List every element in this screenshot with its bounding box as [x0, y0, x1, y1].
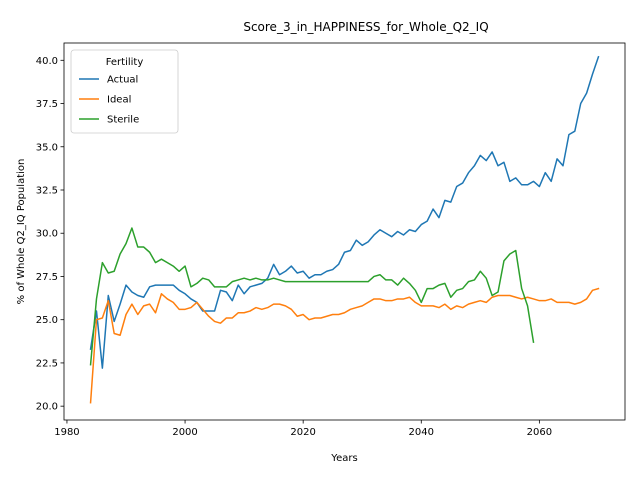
y-tick-label: 22.5	[36, 358, 58, 369]
x-tick-label: 2000	[172, 427, 197, 438]
legend-items: Actual Ideal Sterile	[79, 75, 139, 126]
legend-title: Fertility	[106, 57, 144, 68]
x-tick-label: 2060	[527, 427, 552, 438]
y-tick-label: 30.0	[36, 229, 58, 240]
y-axis: 20.0 22.5 25.0 27.5 30.0 32.5 35.0 37.5 40.0	[36, 56, 64, 413]
y-tick-label: 35.0	[36, 142, 58, 153]
y-tick-label: 37.5	[36, 99, 58, 110]
x-axis: 1980 2000 2020 2040 2060	[54, 420, 552, 438]
legend-label-actual: Actual	[107, 75, 138, 86]
y-tick-label: 27.5	[36, 272, 58, 283]
series-line-sterile	[89, 227, 535, 366]
y-tick-label: 25.0	[36, 315, 58, 326]
x-tick-label: 2040	[409, 427, 434, 438]
y-axis-label: % of Whole Q2_IQ Population	[16, 159, 27, 305]
chart-title: Score_3_in_HAPPINESS_for_Whole_Q2_IQ	[243, 20, 488, 34]
series-layer	[89, 55, 600, 404]
series-line-actual	[89, 55, 600, 369]
series-line-ideal	[89, 287, 600, 404]
x-axis-label: Years	[330, 453, 357, 464]
y-tick-label: 32.5	[36, 185, 58, 196]
x-tick-label: 2020	[290, 427, 315, 438]
legend-label-sterile: Sterile	[107, 115, 139, 126]
x-tick-label: 1980	[54, 427, 79, 438]
legend-box	[70, 49, 179, 134]
y-tick-label: 20.0	[36, 402, 58, 413]
legend-label-ideal: Ideal	[107, 95, 131, 106]
legend: Fertility Actual Ideal Sterile	[70, 49, 179, 134]
y-tick-label: 40.0	[36, 56, 58, 67]
